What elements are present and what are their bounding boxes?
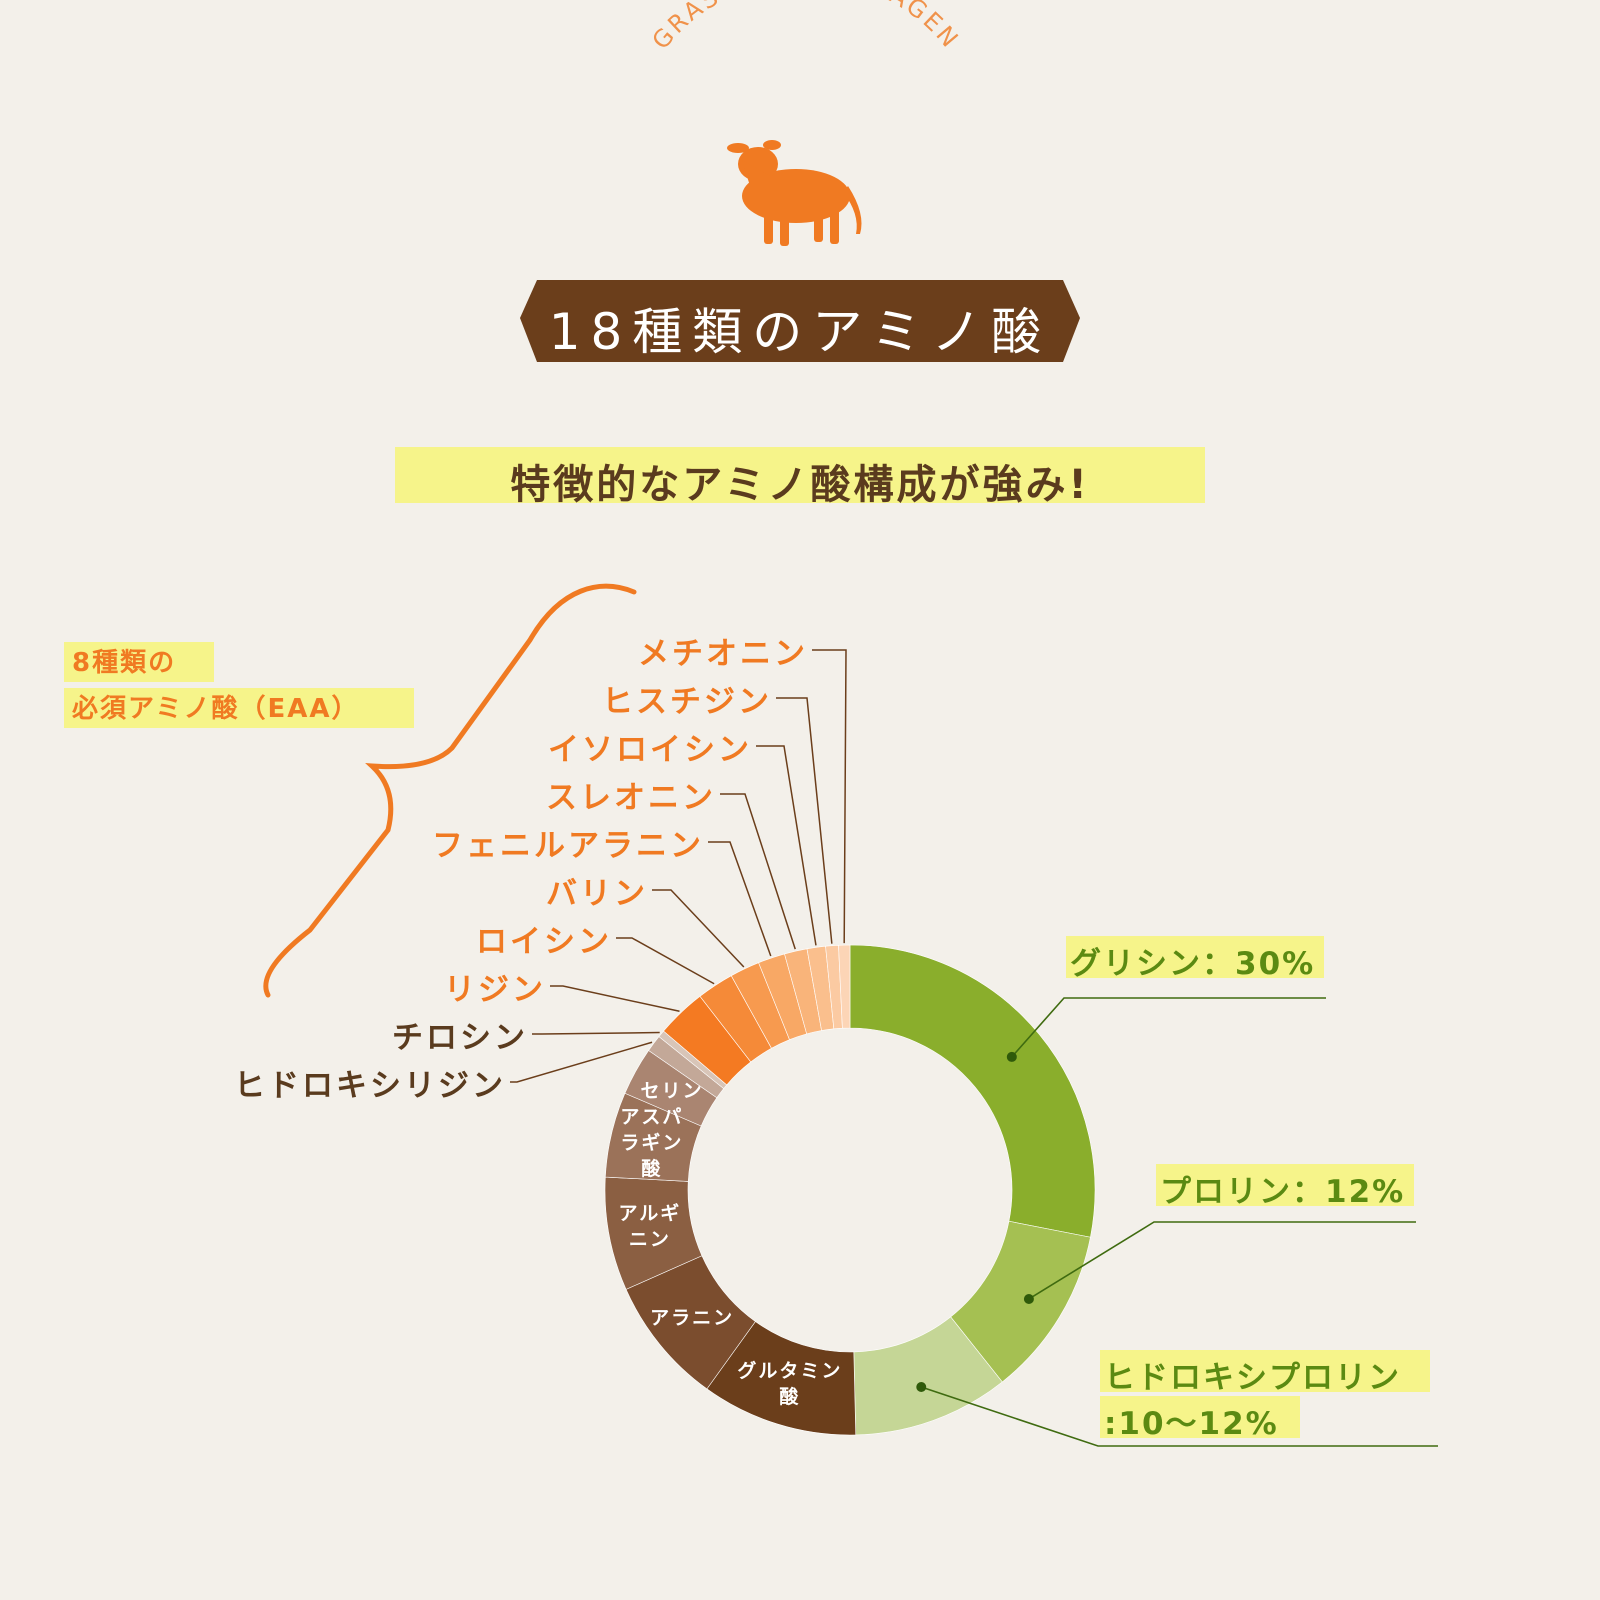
inner-label-slice-5-line1: ニン <box>629 1228 671 1250</box>
inner-label-slice-6-line0: アスパ <box>620 1106 683 1128</box>
subtitle-highlight <box>395 447 1205 503</box>
callout-dot-slice-1 <box>1023 1293 1034 1304</box>
leader-line-slice-15 <box>756 745 817 946</box>
leader-line-slice-8 <box>510 1041 653 1083</box>
donut-slice-0 <box>849 944 1096 1238</box>
leader-line-slice-12 <box>652 889 745 968</box>
inner-label-slice-6-line2: 酸 <box>641 1157 662 1180</box>
title-banner <box>520 280 1080 362</box>
outer-label-slice-11: ロイシン <box>476 924 612 960</box>
outer-label-slice-17: メチオニン <box>638 636 808 672</box>
callout-line-slice-0 <box>1011 997 1326 1058</box>
inner-label-slice-6-line1: ラギン <box>620 1132 683 1154</box>
callout-line-slice-2 <box>921 1386 1438 1447</box>
donut-slice-17 <box>838 944 851 1029</box>
inner-label-slice-3-line1: 酸 <box>779 1385 800 1408</box>
outer-label-slice-12: バリン <box>546 876 648 912</box>
inner-label-slice-3-line0: グルタミン <box>737 1359 842 1382</box>
callout-line-slice-1 <box>1028 1221 1416 1300</box>
cow-icon <box>727 140 862 246</box>
callout-highlight-slice-0-line0 <box>1066 936 1324 978</box>
outer-label-slice-16: ヒスチジン <box>602 684 772 720</box>
callout-label-slice-1-line0: プロリン：12% <box>1160 1174 1406 1210</box>
inner-label-slice-5-line0: アルギ <box>618 1202 681 1224</box>
eaa-highlight-2 <box>64 688 414 728</box>
eaa-bracket <box>263 583 637 998</box>
outer-label-slice-13: フェニルアラニン <box>432 828 704 864</box>
outer-label-slice-10: リジン <box>444 972 546 1008</box>
arc-title-path: GRASS-FED COLLAGEN <box>647 0 963 55</box>
callout-label-slice-2-line1: :10〜12% <box>1104 1406 1279 1442</box>
inner-label-slice-7-line0: セリン <box>640 1080 703 1102</box>
leader-line-slice-13 <box>708 841 772 957</box>
banner-title: 18種類のアミノ酸 <box>548 303 1052 361</box>
leader-line-slice-10 <box>550 985 680 1013</box>
callout-dot-slice-2 <box>916 1382 927 1393</box>
leader-line-slice-17 <box>812 649 847 944</box>
callout-highlight-slice-2-line1 <box>1100 1396 1300 1438</box>
subtitle: 特徴的なアミノ酸構成が強み! <box>510 462 1090 508</box>
callout-highlight-slice-1-line0 <box>1156 1164 1414 1206</box>
callout-label-slice-2-line0: ヒドロキシプロリン <box>1104 1360 1401 1396</box>
callout-dot-slice-0 <box>1006 1051 1017 1062</box>
leader-line-slice-9 <box>532 1031 660 1035</box>
callout-label-slice-0-line0: グリシン：30% <box>1070 946 1316 982</box>
callout-highlight-slice-2-line0 <box>1100 1350 1430 1392</box>
leader-line-slice-16 <box>776 697 833 944</box>
outer-label-slice-9: チロシン <box>392 1020 528 1056</box>
arc-title: GRASS-FED COLLAGEN <box>647 0 966 55</box>
eaa-highlight-1 <box>64 642 214 682</box>
inner-label-slice-4-line0: アラニン <box>650 1307 734 1329</box>
outer-label-slice-8: ヒドロキシリジン <box>234 1068 506 1104</box>
leader-line-slice-11 <box>616 937 715 985</box>
leader-line-slice-14 <box>720 793 796 950</box>
eaa-callout-line2: 必須アミノ酸（EAA） <box>72 694 360 724</box>
eaa-callout-line1: 8種類の <box>72 648 177 678</box>
outer-label-slice-14: スレオニン <box>546 780 716 816</box>
outer-label-slice-15: イソロイシン <box>548 732 752 768</box>
